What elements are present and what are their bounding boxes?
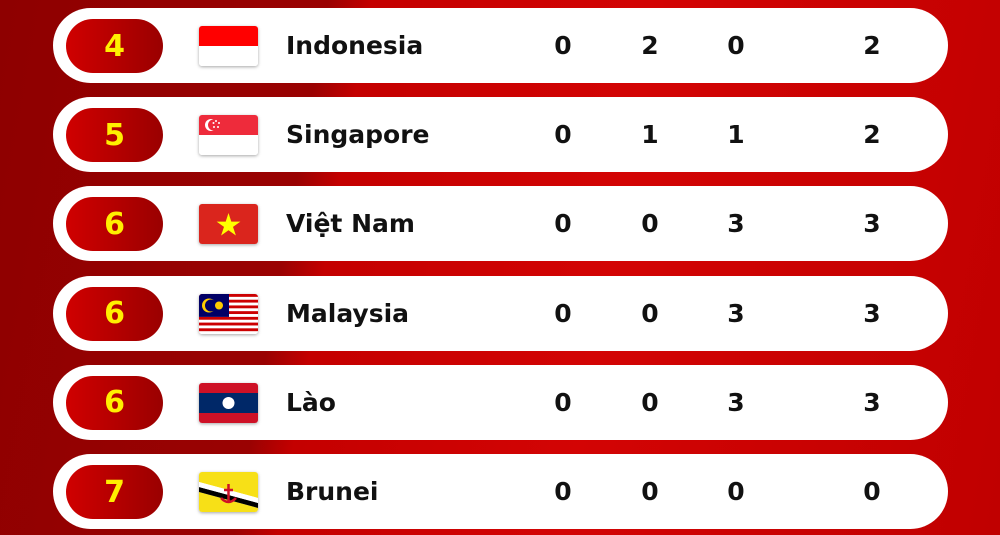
- table-row: 6 Malaysia 0 0 3 3: [53, 275, 948, 351]
- bronze-count: 0: [727, 477, 745, 506]
- total-count: 3: [863, 298, 881, 328]
- bronze-count: 1: [727, 120, 745, 150]
- bronze-count: 3: [727, 209, 745, 239]
- gold-count: 0: [554, 209, 572, 239]
- indonesia-flag-icon: [199, 26, 258, 66]
- country-name: Lào: [286, 387, 336, 417]
- table-row: 7 Brunei 0 0 0 0: [53, 454, 948, 529]
- gold-count: 0: [554, 387, 572, 417]
- country-name: Indonesia: [286, 31, 424, 60]
- rank-badge: 6: [66, 286, 163, 341]
- rank-badge: 6: [66, 375, 163, 430]
- silver-count: 1: [641, 120, 659, 150]
- country-name: Singapore: [286, 120, 430, 150]
- gold-count: 0: [554, 298, 572, 328]
- total-count: 3: [863, 387, 881, 417]
- table-row: 4 Indonesia 0 2 0 2: [53, 8, 948, 83]
- total-count: 2: [863, 120, 881, 150]
- table-row: 5 Singapore 0 1 1 2: [53, 97, 948, 173]
- singapore-flag-icon: [199, 115, 258, 156]
- malaysia-flag-icon: [199, 293, 258, 334]
- silver-count: 0: [641, 387, 659, 417]
- total-count: 2: [863, 31, 881, 60]
- gold-count: 0: [554, 31, 572, 60]
- rank-badge: 7: [66, 465, 163, 519]
- rank-badge: 4: [66, 19, 163, 73]
- country-name: Brunei: [286, 477, 379, 506]
- silver-count: 2: [641, 31, 659, 60]
- bronze-count: 0: [727, 31, 745, 60]
- gold-count: 0: [554, 120, 572, 150]
- bronze-count: 3: [727, 298, 745, 328]
- brunei-flag-icon: [199, 472, 258, 512]
- total-count: 0: [863, 477, 881, 506]
- laos-flag-icon: [199, 382, 258, 423]
- total-count: 3: [863, 209, 881, 239]
- silver-count: 0: [641, 298, 659, 328]
- gold-count: 0: [554, 477, 572, 506]
- vietnam-flag-icon: [199, 204, 258, 245]
- country-name: Malaysia: [286, 298, 410, 328]
- rank-badge: 5: [66, 108, 163, 163]
- bronze-count: 3: [727, 387, 745, 417]
- table-row: 6 Việt Nam 0 0 3 3: [53, 186, 948, 262]
- silver-count: 0: [641, 477, 659, 506]
- rank-badge: 6: [66, 197, 163, 252]
- table-row: 6 Lào 0 0 3 3: [53, 364, 948, 440]
- silver-count: 0: [641, 209, 659, 239]
- country-name: Việt Nam: [286, 209, 415, 239]
